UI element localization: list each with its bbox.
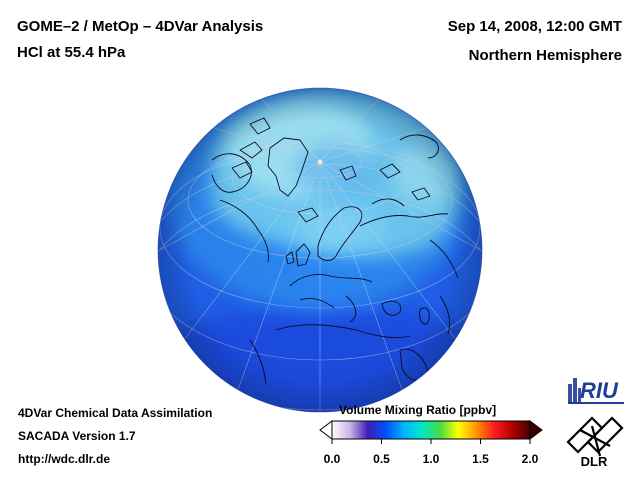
colorbar-ticks (331, 439, 531, 444)
pole-marker (316, 158, 324, 166)
colorbar-tick-label: 1.0 (422, 452, 440, 466)
colorbar (319, 420, 543, 444)
svg-text:RIU: RIU (580, 378, 619, 403)
map-datetime: Sep 14, 2008, 12:00 GMT (447, 18, 622, 35)
colorbar-title: Volume Mixing Ratio [ppbv] (339, 403, 497, 417)
footer-line-2: SACADA Version 1.7 (18, 429, 136, 443)
hcl-field (158, 88, 482, 412)
map-title: GOME–2 / MetOp – 4DVar Analysis (17, 18, 264, 35)
riu-logo: RIU (568, 378, 624, 404)
footer-line-1: 4DVar Chemical Data Assimilation (18, 406, 213, 420)
map-region: Northern Hemisphere (468, 47, 622, 64)
map-subtitle: HCl at 55.4 hPa (17, 44, 126, 61)
svg-text:DLR: DLR (581, 454, 608, 469)
colorbar-low-arrow (319, 420, 333, 440)
colorbar-bar (331, 420, 531, 440)
colorbar-tick-label: 0.0 (323, 452, 341, 466)
colorbar-tick-label: 1.5 (472, 452, 489, 466)
colorbar-tick-label: 0.5 (373, 452, 390, 466)
colorbar-tick-label: 2.0 (521, 452, 539, 466)
colorbar-high-arrow (529, 420, 543, 440)
footer-url: http://wdc.dlr.de (18, 452, 110, 466)
dlr-logo: DLR (566, 416, 624, 469)
